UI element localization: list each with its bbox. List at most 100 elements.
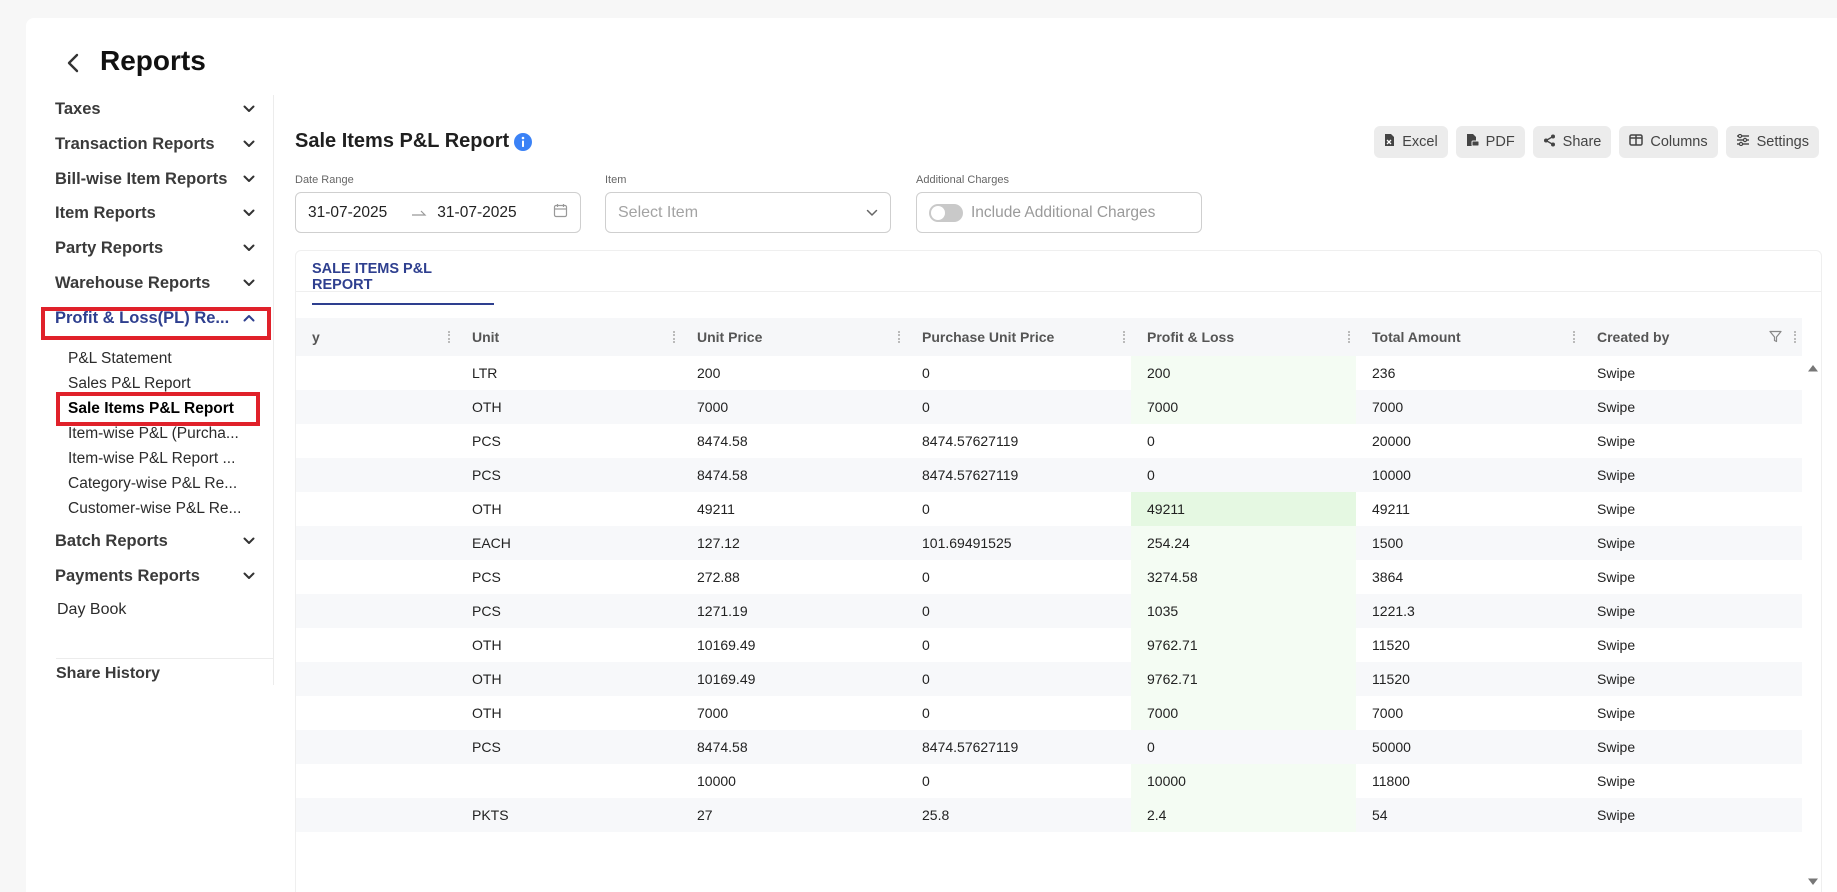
table-cell: 7000 [1372, 705, 1404, 721]
sidebar-subitem-customer-wise-pl[interactable]: Customer-wise P&L Re... [68, 500, 242, 517]
highlight-box [41, 307, 271, 340]
column-resize-handle[interactable] [1348, 331, 1350, 343]
table-cell: 127.12 [697, 535, 740, 551]
sidebar-subitem-sales-pl-report[interactable]: Sales P&L Report [68, 375, 191, 392]
table-cell: PCS [472, 467, 501, 483]
table-cell: 0 [922, 569, 930, 585]
table-row[interactable]: OTH 7000 0 7000 7000 Swipe [296, 696, 1802, 730]
report-table: y Unit Unit Price Purchase Unit Price Pr… [296, 318, 1802, 832]
table-row[interactable]: PCS 8474.58 8474.57627119 0 50000 Swipe [296, 730, 1802, 764]
chevron-down-icon [243, 277, 255, 289]
settings-button[interactable]: Settings [1725, 126, 1819, 158]
share-history-link[interactable]: Share History [56, 665, 161, 682]
table-row[interactable]: PKTS 27 25.8 2.4 54 Swipe [296, 798, 1802, 832]
sidebar-item-party-reports[interactable]: Party Reports [55, 234, 255, 262]
sidebar-item-warehouse-reports[interactable]: Warehouse Reports [55, 269, 255, 297]
date-range-label: Date Range [295, 174, 354, 186]
table-cell: 8474.58 [697, 739, 748, 755]
sidebar-item-label: Party Reports [55, 238, 164, 257]
sidebar-item-taxes[interactable]: Taxes [55, 95, 255, 123]
date-from-value[interactable]: 31-07-2025 [308, 203, 388, 221]
column-header[interactable]: Created by [1581, 318, 1802, 356]
column-resize-handle[interactable] [1573, 331, 1575, 343]
table-row[interactable]: 10000 0 10000 11800 Swipe [296, 764, 1802, 798]
item-select[interactable]: Select Item [605, 192, 891, 233]
scroll-up-arrow-icon[interactable] [1807, 360, 1819, 378]
table-cell: PCS [472, 603, 501, 619]
chevron-down-icon [243, 535, 255, 547]
chevron-down-icon [243, 103, 255, 115]
sidebar-subitem-category-wise-pl[interactable]: Category-wise P&L Re... [68, 475, 238, 492]
additional-charges-switch[interactable] [929, 203, 963, 222]
excel-button[interactable]: Excel [1374, 126, 1448, 158]
tab-sale-items-pl-report[interactable]: SALE ITEMS P&L REPORT [312, 261, 494, 305]
table-row[interactable]: PCS 8474.58 8474.57627119 0 10000 Swipe [296, 458, 1802, 492]
sidebar-item-item-reports[interactable]: Item Reports [55, 199, 255, 227]
table-cell: 10169.49 [697, 671, 756, 687]
sidebar-item-profit-loss[interactable]: Profit & Loss(PL) Re... [55, 304, 255, 332]
table-cell: 8474.58 [697, 433, 748, 449]
table-row[interactable]: PCS 8474.58 8474.57627119 0 20000 Swipe [296, 424, 1802, 458]
table-row[interactable]: PCS 1271.19 0 1035 1221.3 Swipe [296, 594, 1802, 628]
column-header[interactable]: Total Amount [1356, 318, 1581, 356]
table-cell [296, 458, 456, 492]
table-cell: Swipe [1597, 535, 1636, 551]
sidebar-subitem-item-wise-pl-report[interactable]: Item-wise P&L Report ... [68, 450, 236, 467]
column-header-label: Unit [472, 329, 500, 345]
column-header-label: Profit & Loss [1147, 329, 1235, 345]
column-resize-handle[interactable] [1794, 331, 1796, 343]
table-row[interactable]: OTH 7000 0 7000 7000 Swipe [296, 390, 1802, 424]
table-cell: 1271.19 [697, 603, 748, 619]
additional-charges-toggle-label: Include Additional Charges [971, 203, 1156, 221]
filter-icon[interactable] [1769, 330, 1782, 346]
column-resize-handle[interactable] [898, 331, 900, 343]
column-resize-handle[interactable] [448, 331, 450, 343]
columns-icon [1629, 134, 1644, 150]
column-header[interactable]: Profit & Loss [1131, 318, 1356, 356]
table-cell: Swipe [1597, 603, 1636, 619]
sidebar-item-transaction-reports[interactable]: Transaction Reports [55, 130, 255, 158]
column-header-label: Total Amount [1372, 329, 1461, 345]
table-cell: 50000 [1372, 739, 1411, 755]
column-header[interactable]: Unit Price [681, 318, 906, 356]
columns-button[interactable]: Columns [1619, 126, 1718, 158]
date-range-picker[interactable]: 31-07-2025 31-07-2025 [295, 192, 581, 233]
table-row[interactable]: EACH 127.12 101.69491525 254.24 1500 Swipe [296, 526, 1802, 560]
table-cell: 0 [922, 773, 930, 789]
sidebar-subitem-pl-statement[interactable]: P&L Statement [68, 350, 172, 367]
sidebar-subitem-sale-items-pl-report[interactable]: Sale Items P&L Report [68, 400, 234, 417]
sidebar-item-label: Transaction Reports [55, 134, 215, 153]
column-header[interactable]: Unit [456, 318, 681, 356]
table-cell: 9762.71 [1131, 662, 1356, 696]
table-cell: 10000 [697, 773, 736, 789]
column-header[interactable]: Purchase Unit Price [906, 318, 1131, 356]
column-header[interactable]: y [296, 318, 456, 356]
column-resize-handle[interactable] [1123, 331, 1125, 343]
sidebar-item-batch-reports[interactable]: Batch Reports [55, 527, 255, 555]
pdf-label: PDF [1485, 134, 1515, 150]
back-arrow-icon[interactable] [60, 50, 86, 76]
sidebar-subitem-item-wise-pl-purchase[interactable]: Item-wise P&L (Purcha... [68, 425, 239, 442]
table-cell: 1221.3 [1372, 603, 1415, 619]
pdf-button[interactable]: PDF [1455, 126, 1525, 158]
share-label: Share [1562, 134, 1602, 150]
column-resize-handle[interactable] [673, 331, 675, 343]
share-button[interactable]: Share [1532, 126, 1612, 158]
table-row[interactable]: OTH 10169.49 0 9762.71 11520 Swipe [296, 628, 1802, 662]
sidebar-item-bill-wise-item-reports[interactable]: Bill-wise Item Reports [55, 165, 255, 193]
scroll-down-arrow-icon[interactable] [1807, 874, 1819, 892]
sidebar-item-payments-reports[interactable]: Payments Reports [55, 562, 255, 590]
table-cell: 3864 [1372, 569, 1404, 585]
additional-charges-toggle-box[interactable]: Include Additional Charges [916, 192, 1202, 233]
table-row[interactable]: PCS 272.88 0 3274.58 3864 Swipe [296, 560, 1802, 594]
info-icon[interactable] [514, 133, 532, 151]
date-to-value[interactable]: 31-07-2025 [437, 203, 517, 221]
column-header-label: y [312, 329, 320, 345]
table-row[interactable]: OTH 10169.49 0 9762.71 11520 Swipe [296, 662, 1802, 696]
sidebar-item-day-book[interactable]: Day Book [57, 601, 127, 618]
table-cell: 254.24 [1131, 526, 1356, 560]
table-cell: Swipe [1597, 433, 1636, 449]
table-row[interactable]: LTR 200 0 200 236 Swipe [296, 356, 1802, 390]
table-cell [296, 594, 456, 628]
table-row[interactable]: OTH 49211 0 49211 49211 Swipe [296, 492, 1802, 526]
